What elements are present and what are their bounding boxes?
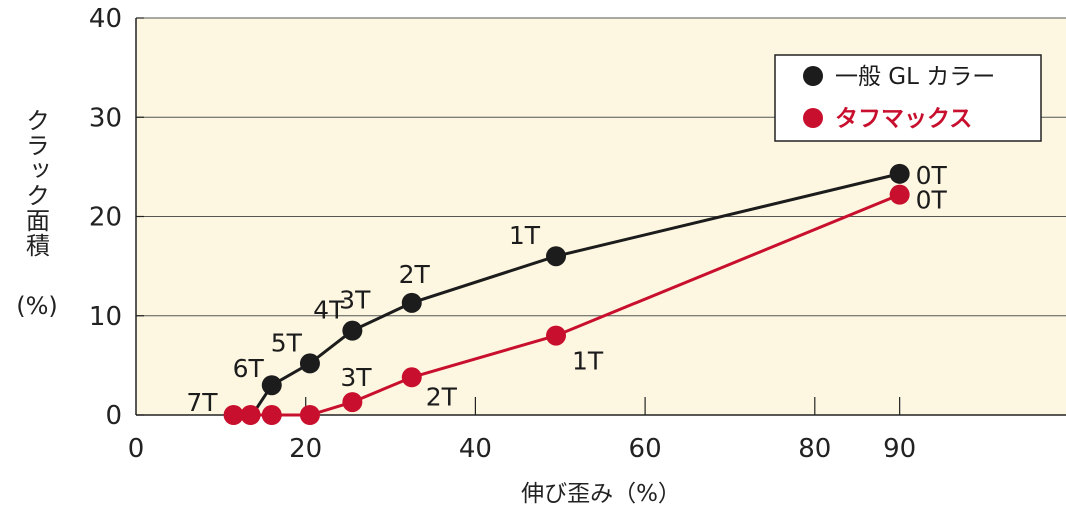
point-label: 0T [916,161,948,190]
y-tick-label: 20 [89,203,122,233]
legend-marker-0 [803,66,823,86]
point-label: 1T [572,347,604,376]
y-tick-label: 40 [89,4,122,34]
x-tick-label: 90 [883,434,916,464]
series-point-0 [342,320,363,341]
y-axis-unit: (%) [16,292,58,320]
point-label: 2T [399,260,431,289]
series-point-1 [240,405,261,425]
series-point-0 [261,375,282,396]
y-axis-label-wrap: クラック面積 [6,108,66,262]
y-tick-label: 30 [89,103,122,133]
series-point-1 [342,392,363,413]
legend-label-0: 一般 GL カラー [835,64,995,90]
series-point-1 [223,405,244,425]
point-label: 5T [271,328,303,357]
y-axis-label: クラック面積 [21,108,50,258]
point-label: 6T [233,354,265,383]
x-tick-label: 40 [459,434,492,464]
series-point-1 [401,367,422,388]
y-tick-label: 10 [89,302,122,332]
legend-marker-1 [803,108,823,128]
y-tick-label: 0 [105,401,122,431]
series-point-1 [261,405,282,425]
series-point-0 [401,292,422,313]
point-label: 3T [339,286,371,315]
point-label: 0T [916,186,948,215]
point-label: 4T [313,296,345,325]
point-label: 2T [426,382,458,411]
series-point-1 [889,184,910,205]
point-label: 3T [340,363,372,392]
series-point-0 [889,163,910,184]
point-label: 1T [509,221,541,250]
series-point-1 [299,405,320,425]
series-point-0 [299,353,320,374]
legend-label-1: タフマックス [835,106,972,132]
point-label: 7T [186,388,218,417]
x-axis-label: 伸び歪み（%） [521,481,681,507]
series-point-0 [546,246,567,267]
x-tick-label: 20 [289,434,322,464]
series-point-1 [546,325,567,346]
x-tick-label: 80 [798,434,831,464]
x-tick-label: 60 [629,434,662,464]
x-tick-label: 0 [128,434,145,464]
